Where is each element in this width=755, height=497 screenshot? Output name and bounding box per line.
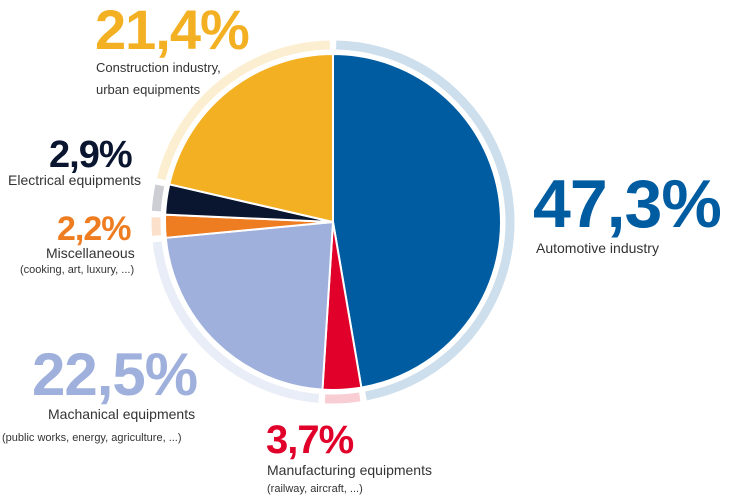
automotive-ring-arc [336,40,515,401]
electrical-percentage: 2,9% [49,134,133,176]
manufacturing-sublabel: (railway, aircraft, ...) [267,483,363,495]
automotive-slice [332,53,502,389]
construction-percentage: 21,4% [95,0,250,61]
manufacturing-label: Manufacturing equipments [267,462,432,478]
miscellaneous-percentage: 2,2% [57,210,131,248]
manufacturing-ring-arc [324,392,361,404]
miscellaneous-label: Miscellaneous [46,245,135,261]
construction-sublabel: urban equipments [96,82,201,97]
mechanical-percentage: 22,5% [32,341,198,408]
electrical-label: Electrical equipments [8,172,142,188]
automotive-percentage: 47,3% [533,166,722,242]
manufacturing-percentage: 3,7% [266,418,354,462]
construction-label: Construction industry, [96,60,221,75]
construction-slice [168,53,334,223]
miscellaneous-sublabel: (cooking, art, luxury, ...) [20,264,135,276]
mechanical-label: Machanical equipments [48,406,196,422]
mechanical-sublabel: (public works, energy, agriculture, ...) [2,432,182,444]
mechanical-slice [164,221,334,391]
automotive-label: Automotive industry [536,240,659,256]
construction-ring-arc [156,40,330,181]
electrical-ring-arc [151,184,165,212]
miscellaneous-ring-arc [151,217,162,236]
mechanical-ring-arc [152,241,320,403]
